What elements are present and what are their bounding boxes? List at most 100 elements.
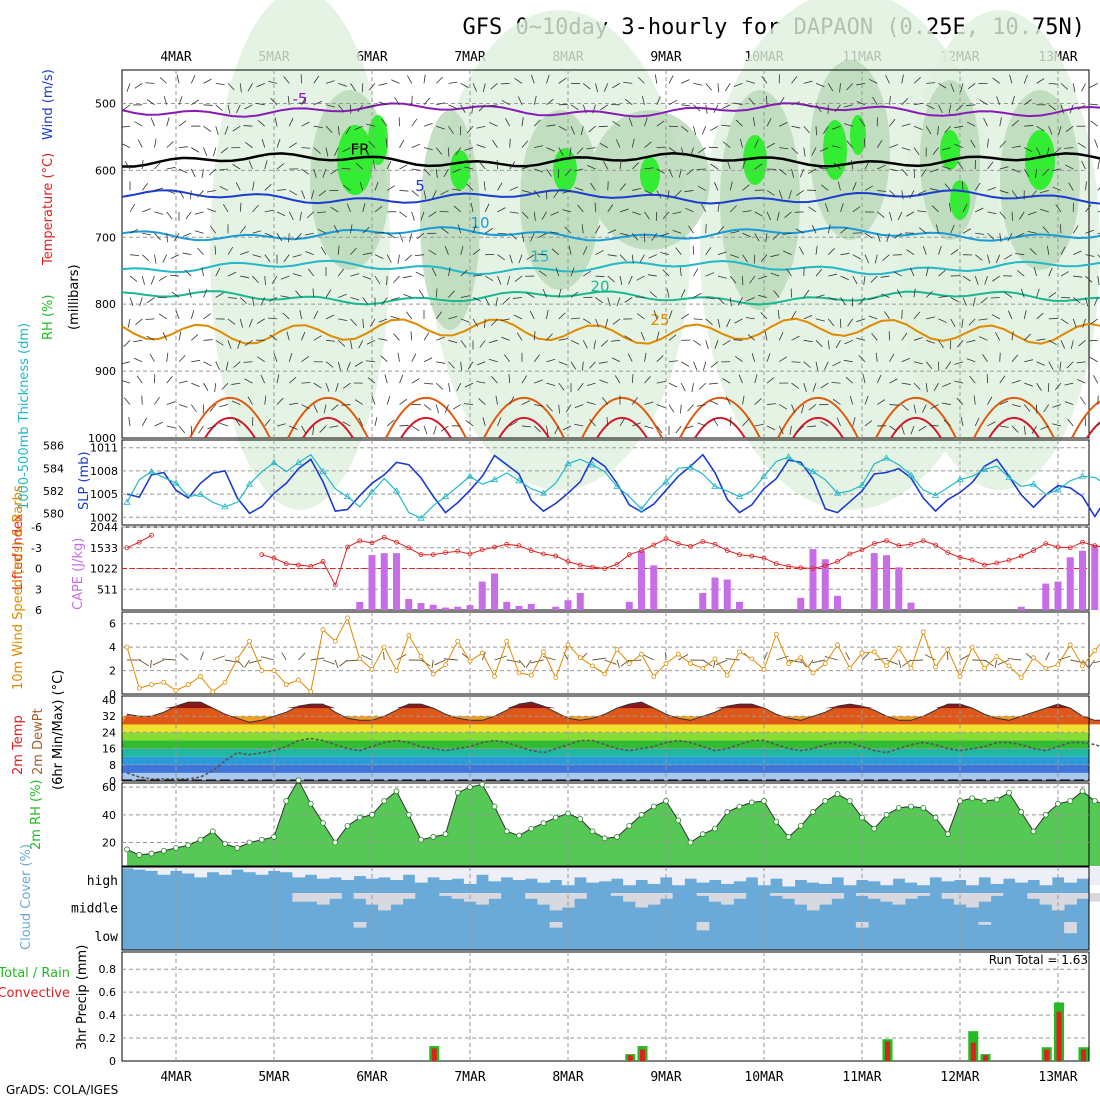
cloud-gap bbox=[610, 893, 624, 896]
temp-band bbox=[122, 748, 1089, 757]
wind-barb bbox=[337, 340, 346, 347]
wind-barb bbox=[248, 160, 253, 170]
wind-speed-marker bbox=[541, 649, 546, 655]
wind-barb bbox=[820, 420, 829, 427]
wind-barb bbox=[322, 168, 327, 178]
wind-speed-line bbox=[126, 616, 1100, 693]
wind-speed-marker bbox=[957, 674, 963, 679]
date-label-bottom: 10MAR bbox=[744, 1070, 783, 1085]
wind-barb bbox=[901, 357, 911, 363]
cape-bar bbox=[527, 603, 535, 610]
wind-barb bbox=[815, 294, 825, 298]
wind-barb bbox=[457, 224, 462, 234]
li-marker bbox=[737, 552, 742, 558]
thickness-marker bbox=[466, 472, 474, 479]
wind-barb bbox=[742, 254, 748, 263]
wind-barb bbox=[289, 402, 299, 405]
wind-barb bbox=[595, 225, 601, 234]
wind-barb bbox=[482, 417, 486, 427]
wind-barb bbox=[456, 382, 462, 392]
wind-barb bbox=[178, 120, 187, 127]
wind-speed-marker bbox=[1043, 665, 1049, 671]
li-marker bbox=[957, 555, 963, 560]
wind-barb bbox=[215, 292, 224, 298]
thickness-marker bbox=[270, 458, 278, 466]
wind-barb bbox=[411, 353, 417, 362]
wind-barb bbox=[766, 377, 775, 384]
wind-barb bbox=[932, 147, 939, 155]
wind-barb bbox=[342, 382, 351, 389]
wind-barb bbox=[154, 254, 157, 264]
wind-barb-10m bbox=[248, 659, 262, 664]
wind-barb bbox=[631, 138, 635, 148]
wind-barb bbox=[330, 206, 339, 213]
wind-barb bbox=[662, 269, 670, 277]
rh-marker bbox=[552, 814, 559, 821]
wind-barb bbox=[331, 404, 339, 411]
wind-barb bbox=[295, 232, 302, 241]
wind-barb bbox=[415, 271, 425, 277]
precip-conv-bar bbox=[627, 1055, 633, 1061]
wind-barb bbox=[688, 225, 694, 234]
wind-barb bbox=[956, 340, 964, 348]
rh-marker bbox=[601, 835, 608, 842]
wind-barb bbox=[1097, 422, 1100, 427]
wind-speed-marker bbox=[124, 644, 130, 650]
wind-barb bbox=[158, 275, 167, 282]
wind-barb bbox=[1078, 340, 1086, 347]
rh-marker bbox=[736, 803, 743, 810]
wind-barb bbox=[717, 297, 725, 305]
wind-barb bbox=[696, 404, 706, 407]
wind-speed-marker bbox=[198, 674, 203, 679]
wind-barb bbox=[301, 190, 306, 199]
wind-barb bbox=[234, 418, 241, 427]
rh-marker bbox=[699, 831, 706, 838]
wind-barb bbox=[264, 254, 271, 263]
rh-marker bbox=[1006, 789, 1012, 796]
wind-barb-10m bbox=[525, 659, 532, 668]
wind-barb bbox=[962, 203, 968, 213]
wind-barb bbox=[962, 297, 968, 306]
rh-marker bbox=[1067, 798, 1074, 804]
wind-barb bbox=[656, 96, 661, 105]
wind-barb bbox=[889, 168, 899, 172]
wind-barb bbox=[644, 190, 653, 195]
pressure-tick-label: 600 bbox=[95, 164, 116, 177]
wind-barb bbox=[504, 354, 511, 362]
wind-barb bbox=[546, 168, 552, 177]
wind-barb bbox=[357, 104, 364, 113]
wind-barb bbox=[308, 268, 315, 277]
wind-barb bbox=[501, 336, 510, 341]
wind-barb bbox=[632, 188, 642, 191]
wind-barb bbox=[243, 361, 253, 363]
wind-barb bbox=[509, 254, 513, 264]
wind-barb bbox=[509, 211, 519, 214]
wind-barb bbox=[546, 425, 549, 435]
wind-barb bbox=[877, 190, 887, 192]
wind-barb bbox=[509, 161, 516, 170]
wind-speed-marker bbox=[492, 674, 497, 679]
cloud-gap bbox=[1088, 867, 1100, 886]
wind-barb bbox=[574, 187, 584, 191]
wind-barb bbox=[497, 275, 502, 285]
wind-barb-10m bbox=[261, 656, 275, 661]
rh-marker bbox=[748, 799, 755, 806]
wind-barb bbox=[717, 83, 720, 93]
wind-barb bbox=[926, 82, 936, 84]
wind-barb bbox=[178, 146, 188, 149]
wind-barb bbox=[852, 181, 857, 191]
wind-barb bbox=[979, 99, 988, 106]
wind-barb bbox=[289, 190, 298, 196]
wind-barb bbox=[791, 335, 800, 341]
wind-barb bbox=[440, 425, 449, 432]
wind-barb bbox=[194, 211, 204, 215]
wind-barb bbox=[201, 168, 204, 178]
wind-speed-marker bbox=[920, 629, 926, 635]
isotherm-30-loop bbox=[483, 397, 565, 439]
cloud-gap bbox=[770, 867, 783, 879]
wind-barb bbox=[982, 354, 988, 362]
wind-barb bbox=[631, 397, 638, 405]
wind-barb bbox=[574, 168, 584, 172]
